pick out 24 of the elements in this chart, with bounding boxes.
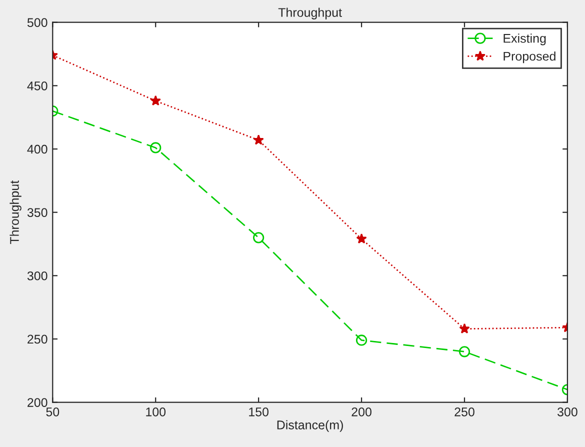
x-tick-label: 200	[352, 407, 372, 416]
x-tick-label: 100	[146, 407, 166, 416]
point	[253, 134, 264, 145]
y-tick-label: 250	[28, 334, 48, 344]
y-tick-label: 350	[27, 208, 48, 217]
x-tick-label: 50	[46, 407, 60, 416]
x-tick-label: 300	[558, 407, 578, 416]
point	[150, 142, 162, 154]
point	[356, 334, 368, 346]
y-tick-label: 300	[27, 271, 48, 280]
x-axis-title: Distance(m)	[277, 420, 343, 432]
x-tick-label: 250	[454, 407, 474, 416]
x-tick-label: 150	[249, 407, 269, 416]
point	[356, 233, 367, 244]
y-tick-label: 450	[27, 81, 48, 90]
y-tick-label: 500	[27, 18, 48, 27]
point	[150, 95, 161, 106]
y-axis-title: Throughput	[10, 180, 22, 244]
legend-label: Existing	[504, 34, 546, 46]
y-tick-label: 400	[27, 144, 48, 154]
point	[253, 232, 264, 244]
chart-title: Throughput	[278, 8, 342, 20]
legend-label: Proposed	[504, 52, 556, 64]
y-tick-label: 200	[28, 398, 48, 407]
